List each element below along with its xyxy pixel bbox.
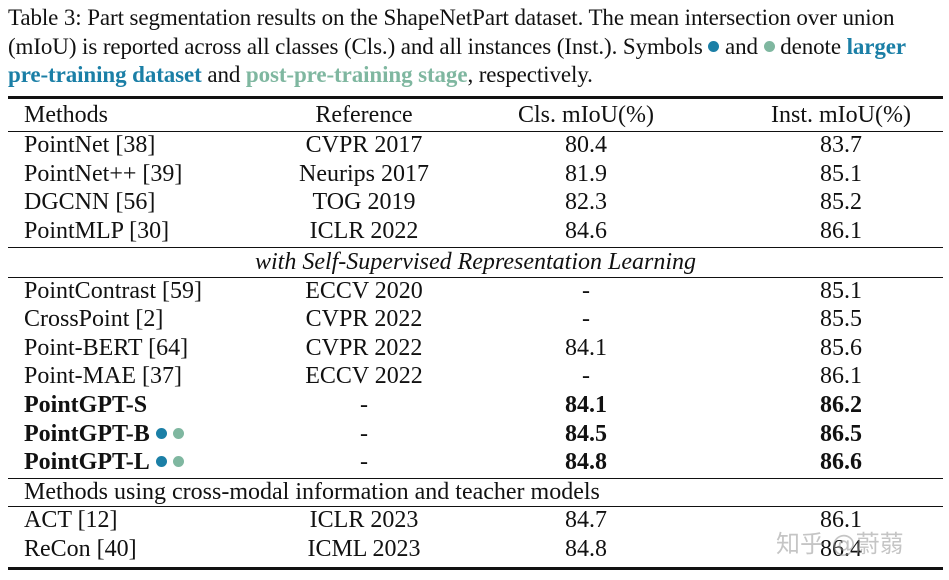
inst-miou-value: 86.1 xyxy=(820,363,862,389)
method-reference: CVPR 2022 xyxy=(305,335,423,361)
method-name: ReCon [40] xyxy=(24,536,137,562)
dot-blue-icon xyxy=(155,428,167,439)
method-name: PointContrast [59] xyxy=(24,278,202,304)
caption-and: and xyxy=(719,33,764,59)
method-name: PointNet++ [39] xyxy=(24,161,183,187)
table-bottom-rule xyxy=(8,567,943,570)
method-reference: - xyxy=(360,421,368,447)
table-row: Point-MAE [37] ECCV 2022 - 86.1 xyxy=(8,362,943,391)
section-title-self-supervised: with Self-Supervised Representation Lear… xyxy=(254,249,697,275)
method-name: PointGPT-L xyxy=(24,449,150,475)
table-row-pointgpt-l: PointGPT-L - 84.8 86.6 xyxy=(8,448,943,477)
method-reference: ICML 2023 xyxy=(307,536,421,562)
method-name: DGCNN [56] xyxy=(24,189,156,215)
caption-text-between: and xyxy=(201,62,246,87)
cls-miou-value: 84.1 xyxy=(565,392,607,418)
header-methods: Methods xyxy=(24,102,108,128)
dot-green-icon xyxy=(763,40,775,52)
cls-miou-value: 84.1 xyxy=(565,335,607,361)
method-reference: - xyxy=(360,392,368,418)
caption-text-1: Table 3: Part segmentation results on th… xyxy=(8,5,895,59)
method-name-with-symbols: PointGPT-L xyxy=(24,448,184,477)
cls-miou-value: 84.7 xyxy=(565,507,607,533)
inst-miou-value: 83.7 xyxy=(820,132,862,158)
method-reference: - xyxy=(360,449,368,475)
method-reference: ECCV 2020 xyxy=(305,278,423,304)
table-caption: Table 3: Part segmentation results on th… xyxy=(8,4,943,90)
table-row-pointgpt-s: PointGPT-S - 84.1 86.2 xyxy=(8,391,943,420)
cls-miou-value: - xyxy=(582,306,590,332)
method-reference: CVPR 2017 xyxy=(305,132,423,158)
caption-highlight-post-pretraining: post-pre-training stage xyxy=(245,62,468,87)
cls-miou-value: 84.6 xyxy=(565,218,607,244)
section-rule xyxy=(8,277,943,278)
table-row: Point-BERT [64] CVPR 2022 84.1 85.6 xyxy=(8,334,943,363)
section-title-text: Methods using cross-modal information an… xyxy=(24,479,600,505)
section-rule xyxy=(8,247,943,248)
inst-miou-value: 86.5 xyxy=(820,421,862,447)
inst-miou-value: 86.1 xyxy=(820,507,862,533)
cls-miou-value: - xyxy=(582,363,590,389)
table-row: PointNet++ [39] Neurips 2017 81.9 85.1 xyxy=(8,160,943,189)
method-name: ACT [12] xyxy=(24,507,118,533)
method-name: PointMLP [30] xyxy=(24,218,170,244)
inst-miou-value: 85.5 xyxy=(820,306,862,332)
dot-green-icon xyxy=(172,428,184,439)
table-row: ACT [12] ICLR 2023 84.7 86.1 xyxy=(8,506,943,535)
method-name: CrossPoint [2] xyxy=(24,306,164,332)
header-reference: Reference xyxy=(315,102,413,128)
method-name: PointNet [38] xyxy=(24,132,156,158)
method-reference: ECCV 2022 xyxy=(305,363,423,389)
inst-miou-value: 86.1 xyxy=(820,218,862,244)
header-cls-miou: Cls. mIoU(%) xyxy=(518,102,654,128)
table-row: DGCNN [56] TOG 2019 82.3 85.2 xyxy=(8,188,943,217)
inst-miou-value: 85.6 xyxy=(820,335,862,361)
table-header-row: Methods Reference Cls. mIoU(%) Inst. mIo… xyxy=(8,101,943,130)
inst-miou-value: 85.1 xyxy=(820,278,862,304)
section-rule xyxy=(8,478,943,479)
cls-miou-value: 84.8 xyxy=(565,449,607,475)
header-rule xyxy=(8,131,943,132)
inst-miou-value: 86.4 xyxy=(820,536,862,562)
caption-text-2: denote xyxy=(774,33,847,59)
dot-blue-icon xyxy=(155,456,167,467)
method-reference: ICLR 2022 xyxy=(309,218,419,244)
cls-miou-value: 81.9 xyxy=(565,161,607,187)
table-row: PointContrast [59] ECCV 2020 - 85.1 xyxy=(8,277,943,306)
table-row: PointMLP [30] ICLR 2022 84.6 86.1 xyxy=(8,217,943,246)
method-reference: ICLR 2023 xyxy=(309,507,419,533)
section-rule xyxy=(8,506,943,507)
cls-miou-value: 82.3 xyxy=(565,189,607,215)
method-name: PointGPT-S xyxy=(24,392,148,418)
zhihu-watermark: 知乎 @蔚蒻 xyxy=(776,530,904,558)
table-row-pointgpt-b: PointGPT-B - 84.5 86.5 xyxy=(8,420,943,449)
cls-miou-value: 84.8 xyxy=(565,536,607,562)
table-row: ReCon [40] ICML 2023 84.8 86.4 xyxy=(8,535,943,564)
dot-green-icon xyxy=(172,456,184,467)
inst-miou-value: 86.6 xyxy=(820,449,862,475)
method-name: Point-MAE [37] xyxy=(24,363,182,389)
section-title-cross-modal: Methods using cross-modal information an… xyxy=(8,478,943,507)
method-name: PointGPT-B xyxy=(24,421,150,447)
dot-blue-icon xyxy=(708,40,720,52)
cls-miou-value: - xyxy=(582,278,590,304)
inst-miou-value: 85.1 xyxy=(820,161,862,187)
inst-miou-value: 86.2 xyxy=(820,392,862,418)
cls-miou-value: 84.5 xyxy=(565,421,607,447)
inst-miou-value: 85.2 xyxy=(820,189,862,215)
caption-text-3: , respectively. xyxy=(467,62,593,87)
header-inst-miou: Inst. mIoU(%) xyxy=(771,102,911,128)
method-name-with-symbols: PointGPT-B xyxy=(24,420,184,449)
cls-miou-value: 80.4 xyxy=(565,132,607,158)
method-reference: CVPR 2022 xyxy=(305,306,423,332)
method-name: Point-BERT [64] xyxy=(24,335,189,361)
method-reference: Neurips 2017 xyxy=(299,161,429,187)
method-reference: TOG 2019 xyxy=(312,189,416,215)
table-top-rule xyxy=(8,96,943,99)
table-row: PointNet [38] CVPR 2017 80.4 83.7 xyxy=(8,131,943,160)
table-row: CrossPoint [2] CVPR 2022 - 85.5 xyxy=(8,305,943,334)
caption-highlight-pretraining-dataset: larger pre-training dataset xyxy=(8,33,906,88)
